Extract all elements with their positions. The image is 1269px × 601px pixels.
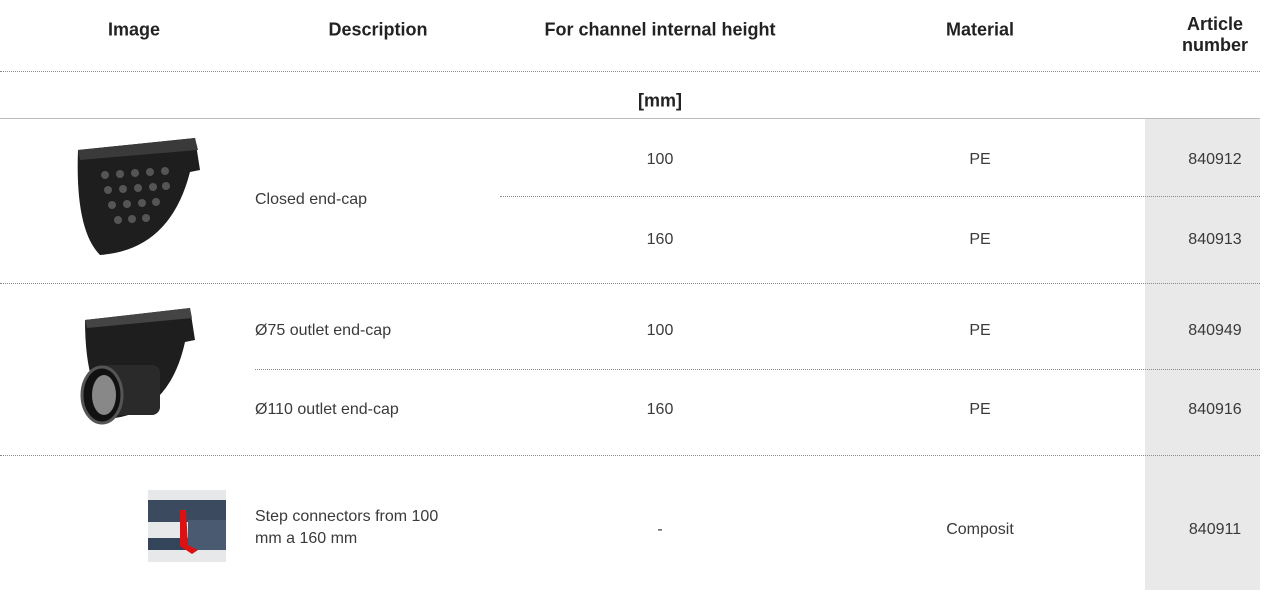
row-rule	[500, 196, 1260, 197]
description: Step connectors from 100 mm a 160 mm	[255, 508, 439, 547]
closed-end-cap-image	[77, 138, 200, 255]
height-cell: 100	[646, 322, 674, 339]
material-cell: PE	[969, 231, 991, 248]
row-rule	[255, 369, 1260, 370]
column-header: Description	[328, 19, 428, 40]
material-cell: Composit	[946, 521, 1014, 538]
article-cell: 840913	[1188, 231, 1242, 248]
height-cell: 160	[646, 401, 674, 418]
column-header: For channel internal height	[544, 19, 776, 40]
column-header: Image	[107, 19, 161, 40]
height-cell: 160	[646, 231, 674, 248]
material-cell: PE	[969, 322, 991, 339]
unit-label: [mm]	[638, 90, 682, 111]
article-cell: 840916	[1188, 401, 1242, 418]
material-cell: PE	[969, 151, 991, 168]
article-cell: 840911	[1188, 521, 1242, 538]
outlet-end-cap-image	[80, 308, 195, 425]
article-cell: 840912	[1188, 151, 1242, 168]
group-rule	[0, 283, 1260, 284]
group-rule	[0, 455, 1260, 456]
article-cell: 840949	[1188, 322, 1242, 339]
height-cell: 100	[646, 151, 674, 168]
column-header: Material	[945, 19, 1015, 40]
header-bottom-rule	[0, 118, 1260, 119]
height-cell: -	[657, 521, 663, 538]
description: Ø75 outlet end-cap	[255, 322, 392, 339]
header-rule	[0, 71, 1260, 72]
article-column-shade	[1145, 118, 1260, 590]
column-header: Article number	[1181, 14, 1248, 55]
description: Ø110 outlet end-cap	[255, 401, 399, 418]
material-cell: PE	[969, 401, 991, 418]
step-connector-image	[148, 490, 226, 562]
description: Closed end-cap	[255, 191, 368, 208]
